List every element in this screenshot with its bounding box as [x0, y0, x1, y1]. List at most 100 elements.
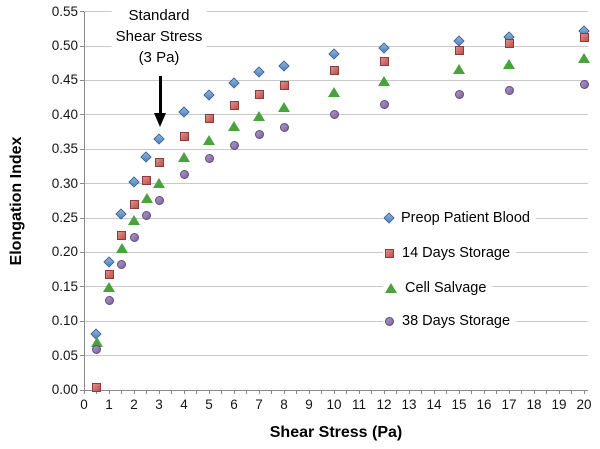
data-point — [328, 87, 340, 98]
data-point — [252, 66, 265, 78]
x-tick — [471, 390, 472, 394]
data-point — [379, 57, 389, 67]
x-tick — [383, 390, 385, 394]
data-point — [254, 89, 264, 99]
data-point-marker — [253, 111, 265, 122]
x-tick — [221, 390, 222, 394]
x-tick — [421, 390, 422, 394]
annotation-arrow-shaft — [159, 76, 162, 114]
square-icon — [385, 248, 394, 258]
data-point — [178, 152, 190, 163]
y-tick-label: 0.40 — [51, 106, 78, 122]
y-tick — [80, 389, 84, 391]
data-point — [103, 281, 115, 292]
data-point-marker — [377, 42, 390, 54]
y-tick — [80, 355, 84, 357]
gridline — [84, 217, 588, 219]
x-tick — [396, 390, 397, 394]
x-tick-label: 1 — [105, 397, 113, 412]
data-point-marker — [254, 89, 264, 99]
x-axis-title: Shear Stress (Pa) — [269, 424, 403, 441]
data-point — [229, 140, 239, 150]
x-tick — [558, 390, 560, 394]
data-point — [140, 151, 152, 163]
y-axis-title: Elongation Index — [8, 136, 25, 266]
x-tick-label: 3 — [155, 397, 163, 412]
data-point-marker — [454, 45, 464, 55]
data-point-marker — [329, 109, 339, 119]
legend-item: Cell Salvage — [383, 278, 493, 298]
x-tick — [296, 390, 297, 394]
x-tick — [146, 390, 147, 394]
data-point-marker — [204, 154, 214, 164]
data-point-marker — [454, 89, 464, 99]
x-tick-label: 12 — [376, 397, 392, 412]
data-point — [228, 120, 240, 131]
data-point-marker — [327, 48, 340, 60]
circle-icon — [385, 316, 394, 326]
x-tick-label: 9 — [305, 397, 313, 412]
x-tick — [121, 390, 122, 394]
data-point-marker — [252, 66, 265, 78]
data-point — [377, 42, 390, 54]
data-point-marker — [142, 175, 151, 185]
x-tick — [546, 390, 547, 394]
data-point — [503, 58, 515, 69]
y-tick-label: 0.55 — [51, 3, 78, 19]
y-tick — [80, 217, 84, 219]
legend-item: 38 Days Storage — [383, 311, 517, 331]
data-point-marker — [179, 170, 189, 180]
annotation-line-2: Shear Stress — [115, 28, 203, 45]
data-point — [117, 230, 126, 240]
data-point — [92, 344, 101, 354]
data-point-marker — [378, 76, 390, 87]
x-tick-label: 2 — [130, 397, 138, 412]
x-tick — [271, 390, 272, 394]
data-point-marker — [279, 80, 289, 90]
y-tick — [80, 148, 84, 150]
x-tick-label: 4 — [180, 397, 188, 412]
data-point-marker — [379, 57, 389, 67]
y-tick-label: 0.50 — [51, 38, 78, 53]
data-point-marker — [102, 255, 115, 268]
data-point — [129, 232, 139, 242]
x-tick — [346, 390, 347, 394]
data-point-marker — [504, 38, 514, 48]
x-tick — [233, 390, 235, 394]
data-point — [579, 32, 589, 42]
triangle-icon — [385, 283, 397, 293]
data-point — [177, 106, 190, 118]
y-tick-label: 0.30 — [51, 175, 78, 191]
triangle-icon — [385, 283, 397, 293]
data-point-marker — [92, 344, 101, 354]
data-point — [142, 175, 151, 185]
data-point — [229, 100, 239, 110]
data-point-marker — [92, 382, 101, 392]
data-point — [204, 113, 214, 123]
x-tick — [533, 390, 535, 394]
x-tick — [171, 390, 172, 394]
data-point — [202, 89, 215, 101]
data-point — [279, 123, 289, 133]
data-point-marker — [117, 260, 126, 270]
data-point — [454, 45, 464, 55]
data-point-marker — [204, 113, 214, 123]
data-point-marker — [503, 58, 515, 69]
diamond-icon — [383, 212, 395, 224]
x-tick — [108, 390, 110, 394]
x-tick — [96, 390, 97, 394]
data-point — [379, 99, 389, 109]
x-tick — [358, 390, 360, 394]
gridline — [84, 183, 588, 185]
x-tick-label: 16 — [476, 397, 492, 412]
x-tick — [321, 390, 322, 394]
data-point-marker — [115, 242, 128, 253]
data-point — [277, 60, 290, 72]
legend-item-label: 14 Days Storage — [402, 245, 511, 261]
data-point — [127, 176, 140, 188]
data-point — [227, 76, 240, 89]
x-tick — [483, 390, 485, 394]
data-point-marker — [279, 123, 289, 133]
diamond-icon — [383, 212, 395, 224]
